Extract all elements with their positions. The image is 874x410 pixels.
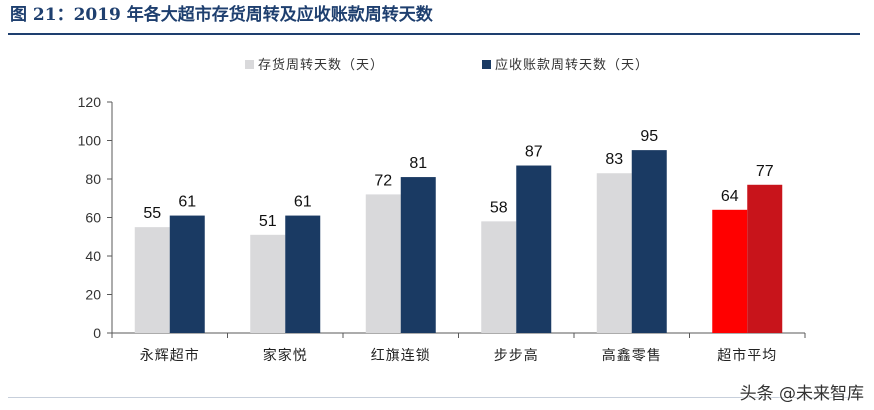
watermark: 头条 @未来智库	[739, 384, 864, 404]
title-divider	[8, 33, 860, 35]
data-label: 64	[721, 188, 739, 205]
bottom-divider	[8, 397, 860, 398]
bars: 55 61 51 61 72 81 58 87 83 95 64 77	[134, 128, 783, 333]
receivable-bar	[400, 177, 436, 333]
x-tick-label: 永辉超市	[140, 347, 200, 364]
data-label: 87	[525, 144, 543, 161]
data-label: 77	[756, 163, 774, 180]
data-label: 58	[490, 199, 508, 216]
y-tick-label: 40	[85, 248, 101, 264]
y-axis: 0 20 40 60 80 100 120	[78, 94, 113, 341]
inventory-bar	[134, 227, 170, 333]
data-label: 55	[143, 205, 161, 222]
figure-title: 图 21：2019 年各大超市存货周转及应收账款周转天数	[10, 5, 433, 25]
y-tick-label: 60	[85, 210, 101, 226]
receivable-bar	[516, 165, 552, 333]
inventory-bar	[596, 173, 632, 333]
receivable-bar	[631, 150, 667, 333]
inventory-bar	[712, 209, 748, 333]
data-label: 51	[259, 213, 277, 230]
y-tick-label: 0	[93, 325, 101, 341]
data-label: 61	[294, 194, 312, 211]
x-tick-label: 家家悦	[263, 347, 308, 364]
data-label: 81	[409, 155, 427, 172]
legend-label: 存货周转天数（天）	[258, 57, 384, 73]
data-label: 95	[640, 128, 658, 145]
legend-label: 应收账款周转天数（天）	[495, 57, 649, 73]
x-tick-label: 超市平均	[717, 347, 777, 364]
data-label: 72	[374, 172, 392, 189]
receivable-bar	[285, 215, 321, 333]
inventory-bar	[481, 221, 517, 333]
receivable-bar	[169, 215, 205, 333]
data-label: 61	[178, 194, 196, 211]
x-tick-label: 红旗连锁	[371, 348, 431, 364]
x-axis: 永辉超市 家家悦 红旗连锁 步步高 高鑫零售 超市平均	[111, 332, 806, 364]
legend-swatch	[482, 60, 491, 69]
y-tick-label: 80	[85, 171, 101, 187]
inventory-bar	[250, 234, 286, 333]
x-tick-label: 步步高	[494, 347, 539, 364]
inventory-bar	[365, 194, 401, 333]
y-tick-label: 20	[85, 287, 101, 303]
legend-swatch	[245, 60, 254, 69]
data-label: 83	[605, 151, 623, 168]
y-tick-label: 100	[78, 133, 102, 149]
receivable-bar	[747, 184, 783, 333]
y-tick-label: 120	[78, 94, 102, 110]
legend: 存货周转天数（天） 应收账款周转天数（天）	[245, 57, 649, 73]
x-tick-label: 高鑫零售	[602, 347, 662, 364]
